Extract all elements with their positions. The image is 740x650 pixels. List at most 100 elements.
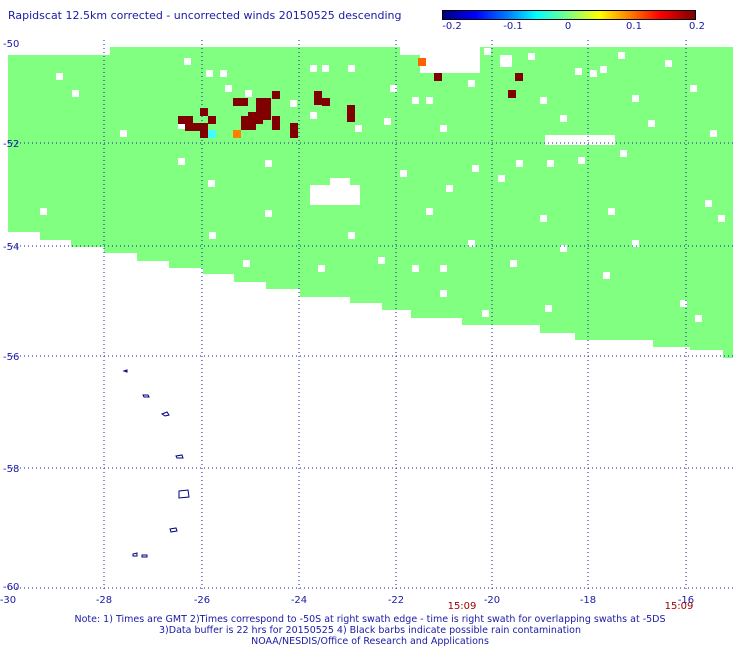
footnote-line: Note: 1) Times are GMT 2)Times correspon… xyxy=(74,614,666,625)
lat-tick-label: -56 xyxy=(3,352,19,363)
missing-pixel xyxy=(440,265,447,272)
anomaly-cell xyxy=(314,91,322,105)
missing-pixel xyxy=(540,97,547,104)
missing-pixel xyxy=(220,70,227,77)
anomaly-cell xyxy=(185,123,200,131)
missing-pixel xyxy=(545,305,552,312)
anomaly-cell xyxy=(322,98,330,106)
island-outline xyxy=(169,527,178,533)
colorbar-label: 0.1 xyxy=(626,21,642,32)
missing-pixel xyxy=(243,260,250,267)
data-gap xyxy=(545,135,615,145)
colorbar-label: -0.1 xyxy=(503,21,523,32)
missing-pixel xyxy=(384,118,391,125)
missing-pixel xyxy=(440,125,447,132)
missing-pixel xyxy=(184,58,191,65)
lon-tick-label: -20 xyxy=(484,595,500,606)
missing-pixel xyxy=(56,73,63,80)
missing-pixel xyxy=(265,160,272,167)
missing-pixel xyxy=(618,52,625,59)
missing-pixel xyxy=(206,70,213,77)
missing-pixel xyxy=(710,130,717,137)
lat-tick-label: -60 xyxy=(3,582,19,593)
missing-pixel xyxy=(665,60,672,67)
missing-pixel xyxy=(516,160,523,167)
lon-tick-label: -28 xyxy=(96,595,112,606)
missing-pixel xyxy=(632,240,639,247)
anomaly-cell xyxy=(272,91,280,99)
lat-tick-label: -54 xyxy=(3,242,19,253)
missing-pixel xyxy=(348,65,355,72)
colorbar-label: 0.2 xyxy=(689,21,705,32)
missing-pixel xyxy=(400,170,407,177)
missing-pixel xyxy=(348,232,355,239)
missing-pixel xyxy=(412,97,419,104)
orange-anomaly-cell xyxy=(233,130,241,138)
missing-pixel xyxy=(426,208,433,215)
lon-tick-label: -24 xyxy=(291,595,307,606)
missing-pixel xyxy=(245,90,252,97)
lon-tick-label: -26 xyxy=(194,595,210,606)
lon-tick-label: -18 xyxy=(580,595,596,606)
lon-tick-label: -30 xyxy=(0,595,16,606)
anomaly-cell xyxy=(508,90,516,98)
anomaly-cell xyxy=(515,73,523,81)
data-gap xyxy=(310,185,360,205)
missing-pixel xyxy=(472,165,479,172)
missing-pixel xyxy=(498,175,505,182)
data-gap xyxy=(330,178,350,186)
missing-pixel xyxy=(560,245,567,252)
missing-pixel xyxy=(484,48,491,55)
missing-pixel xyxy=(705,200,712,207)
data-gap xyxy=(420,55,480,73)
missing-pixel xyxy=(718,215,725,222)
island-outline xyxy=(122,369,128,373)
missing-pixel xyxy=(310,65,317,72)
anomaly-cell xyxy=(272,116,280,130)
data-gap xyxy=(400,47,480,55)
missing-pixel xyxy=(40,208,47,215)
missing-pixel xyxy=(178,122,185,129)
missing-pixel xyxy=(695,315,702,322)
lat-tick-label: -58 xyxy=(3,464,19,475)
anomaly-cell xyxy=(347,105,355,122)
missing-pixel xyxy=(648,120,655,127)
missing-pixel xyxy=(690,85,697,92)
swath-time-label: 15:09 xyxy=(448,601,477,612)
data-gap xyxy=(500,55,512,67)
lon-tick-label: -16 xyxy=(678,595,694,606)
missing-pixel xyxy=(632,95,639,102)
missing-pixels xyxy=(40,48,725,322)
missing-pixel xyxy=(482,310,489,317)
island-outline xyxy=(142,394,150,398)
missing-pixel xyxy=(318,265,325,272)
missing-pixel xyxy=(620,150,627,157)
data-gaps xyxy=(8,47,615,205)
missing-pixel xyxy=(412,265,419,272)
lat-tick-label: -50 xyxy=(3,39,19,50)
missing-pixel xyxy=(120,130,127,137)
anomaly-cell xyxy=(178,116,193,124)
anomaly-cell xyxy=(290,123,298,138)
missing-pixel xyxy=(178,158,185,165)
missing-pixel xyxy=(540,215,547,222)
missing-pixel xyxy=(578,157,585,164)
island-outline xyxy=(175,454,184,459)
orange-anomaly-cell xyxy=(418,58,426,66)
footnote-line: 3)Data buffer is 22 hrs for 20150525 4) … xyxy=(159,625,581,636)
anomaly-cell xyxy=(208,116,216,124)
missing-pixel xyxy=(72,90,79,97)
swath-region xyxy=(8,47,733,358)
swath-time-label: 15:09 xyxy=(665,601,694,612)
missing-pixel xyxy=(510,260,517,267)
missing-pixel xyxy=(446,185,453,192)
missing-pixel xyxy=(290,100,297,107)
missing-pixel xyxy=(468,80,475,87)
anomaly-cell xyxy=(200,123,208,138)
missing-pixel xyxy=(560,115,567,122)
island-outlines xyxy=(122,369,190,558)
lon-tick-label: -22 xyxy=(388,595,404,606)
missing-pixel xyxy=(426,97,433,104)
color-scale-bar xyxy=(442,10,696,20)
missing-pixel xyxy=(600,66,607,73)
